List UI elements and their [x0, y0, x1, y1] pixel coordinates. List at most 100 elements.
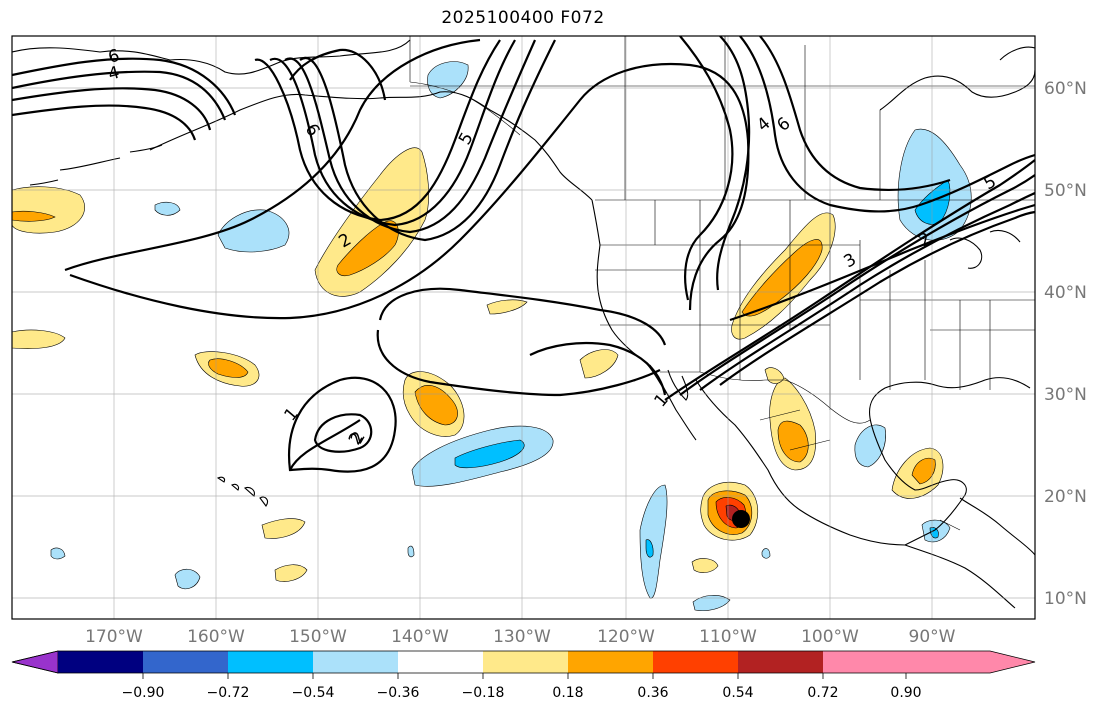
anomaly-negative-gulf-small — [854, 424, 886, 468]
anomaly-positive-small-2 — [274, 564, 308, 582]
colorbar-tick-label: 0.36 — [637, 685, 668, 701]
contour-middle-loop — [378, 287, 667, 346]
contour-west-3 — [12, 87, 212, 131]
contour-east-3 — [699, 191, 1035, 391]
lon-label: 160°W — [187, 627, 245, 647]
contour-arch-4 — [299, 39, 556, 242]
anomaly-positive-rockies-core — [741, 239, 823, 317]
lat-label: 20°N — [1044, 487, 1087, 507]
colorbar-segment — [483, 651, 568, 673]
contour-west-1 — [12, 57, 237, 116]
anomaly-negative-small-1 — [174, 568, 201, 589]
lon-label: 120°W — [597, 627, 655, 647]
contour-arch-5 — [289, 48, 387, 101]
coast-great-lakes — [949, 229, 1021, 269]
colorbar-tick-label: 0.72 — [807, 685, 838, 701]
colorbar-segment — [738, 651, 823, 673]
contour-arch-2 — [269, 39, 516, 227]
anomaly-negative-small-6 — [761, 548, 771, 559]
anomaly-positive-gulf-alaska-core — [336, 220, 399, 277]
contour-lower-loop — [288, 376, 397, 473]
colorbar-extend-high — [906, 651, 1035, 673]
contour-rockies-3 — [739, 36, 1035, 213]
colorbar-segment — [58, 651, 143, 673]
anomaly-negative-small-5 — [407, 545, 415, 558]
contour-label: 6 — [106, 46, 122, 68]
map-title: 2025100400 F072 — [441, 8, 605, 28]
anomaly-positive-small-3 — [579, 349, 619, 379]
anomaly-positive-west-b — [12, 329, 66, 349]
contour-east-4 — [719, 210, 1035, 386]
borders — [409, 36, 1035, 531]
map-frame — [11, 35, 1036, 620]
contour-label: 4 — [106, 63, 122, 85]
anomaly-positive-160w-core — [208, 358, 249, 378]
lat-label: 30°N — [1044, 385, 1087, 405]
coast-mexico-west — [695, 379, 906, 546]
contour-rockies-4 — [759, 36, 951, 192]
coast-central-america — [904, 497, 1035, 609]
contour-mid-3 — [729, 203, 1035, 322]
height-contours — [12, 36, 1035, 473]
contour-middle-2 — [376, 329, 661, 397]
coast-hawaii — [216, 476, 268, 507]
contour-east-2 — [679, 174, 1035, 396]
shaded-anomalies — [12, 61, 972, 611]
lon-label: 110°W — [699, 627, 757, 647]
colorbar-tick-label: −0.90 — [122, 685, 165, 701]
colorbar-tick-label: 0.90 — [890, 685, 921, 701]
colorbar-ticks — [142, 673, 907, 679]
anomaly-positive-gulf-mexico-core — [911, 457, 936, 485]
coast-alaska-south — [149, 91, 593, 201]
storm-center-marker — [732, 510, 750, 528]
contour-big-loop-2 — [69, 63, 750, 320]
lon-label: 170°W — [85, 627, 143, 647]
colorbar-tick-label: 0.18 — [552, 685, 583, 701]
contour-arch-3 — [284, 39, 537, 234]
colorbar-segment — [143, 651, 228, 673]
colorbar: −0.90 −0.72 −0.54 −0.36 −0.18 0.18 0.36 … — [11, 650, 1036, 701]
anomaly-negative-eastpac-strip — [639, 484, 668, 599]
lon-label: 150°W — [289, 627, 347, 647]
anomaly-negative-small-3 — [692, 595, 731, 611]
colorbar-segment — [398, 651, 483, 673]
border-mexico-states — [759, 409, 961, 531]
anomaly-positive-small-5 — [691, 558, 719, 573]
coast-gulf — [868, 377, 1031, 546]
colorbar-tick-label: −0.72 — [207, 685, 250, 701]
contour-subtropical — [289, 341, 667, 471]
anomaly-negative-eastpac-strip-core — [645, 539, 654, 558]
colorbar-tick-label: −0.18 — [462, 685, 505, 701]
lon-label: 130°W — [493, 627, 551, 647]
anomaly-positive-small-6 — [764, 367, 785, 384]
map-background — [12, 36, 1035, 619]
anomaly-positive-small-1 — [261, 518, 306, 539]
contour-west-2 — [12, 70, 227, 121]
border-us-mexico — [660, 371, 871, 424]
longitude-labels: 170°W 160°W 150°W 140°W 130°W 120°W 110°… — [85, 627, 956, 647]
contour-west-4 — [12, 104, 197, 141]
colorbar-extend-low — [11, 650, 59, 674]
border-canada-provinces — [410, 36, 1035, 200]
lat-label: 10°N — [1044, 589, 1087, 609]
coast-aleutians — [29, 144, 163, 186]
anomaly-negative-small-2 — [154, 201, 181, 216]
lat-label: 60°N — [1044, 79, 1087, 99]
colorbar-segment — [653, 651, 738, 673]
anomaly-positive-small-4 — [486, 299, 528, 315]
colorbar-segment — [313, 651, 398, 673]
contour-rockies-1 — [679, 36, 734, 301]
contour-big-loop — [64, 38, 481, 272]
anomaly-negative-bering — [217, 209, 290, 253]
colorbar-tick-label: −0.54 — [292, 685, 335, 701]
lon-label: 140°W — [391, 627, 449, 647]
colorbar-tick-label: 0.54 — [722, 685, 753, 701]
anomaly-positive-mexico-core — [777, 420, 809, 463]
border-us-states — [595, 200, 1035, 410]
lat-label: 50°N — [1044, 181, 1087, 201]
colorbar-outline — [11, 650, 1036, 674]
colorbar-segment — [823, 651, 906, 673]
lon-label: 100°W — [801, 627, 859, 647]
anomaly-negative-small-4 — [50, 547, 66, 560]
